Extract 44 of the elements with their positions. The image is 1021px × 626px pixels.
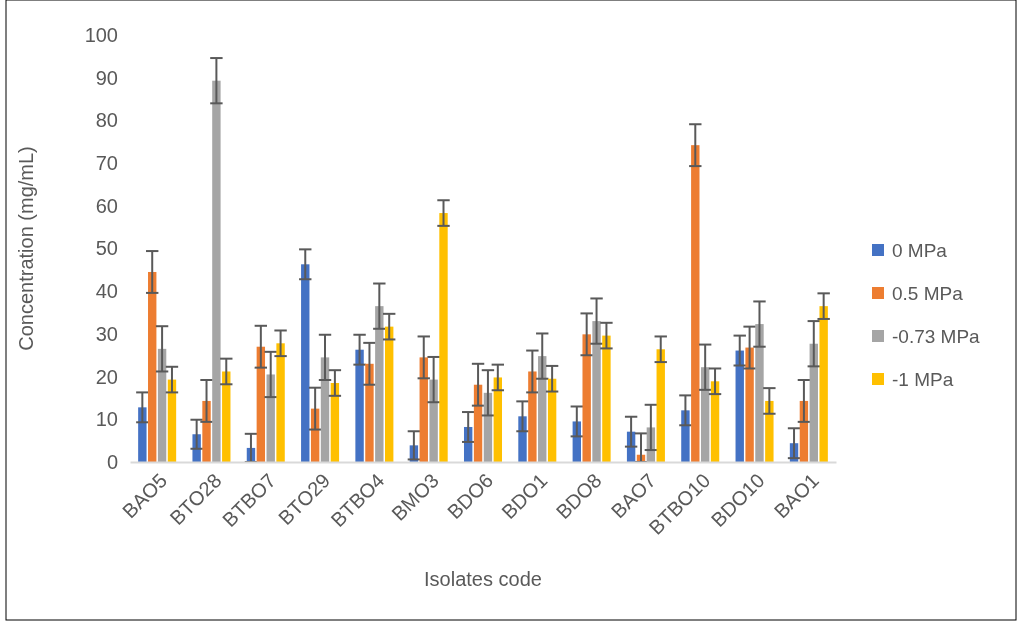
bar [222, 371, 231, 462]
bar [429, 379, 438, 462]
bar [276, 343, 285, 462]
bar [735, 350, 744, 462]
bar [710, 381, 720, 462]
legend-label: -1 MPa [892, 368, 954, 390]
bar [582, 334, 591, 462]
bar [202, 400, 211, 462]
bar [592, 321, 601, 462]
y-tick-label: 80 [95, 109, 118, 132]
y-tick-label: 40 [95, 280, 118, 303]
y-tick-label: 50 [95, 237, 118, 260]
bar [765, 400, 774, 462]
bar [212, 80, 221, 462]
bar [755, 324, 764, 462]
bar [355, 349, 364, 462]
y-tick-label: 60 [95, 194, 118, 217]
bar [365, 363, 374, 462]
y-tick-label: 0 [106, 450, 118, 473]
bar [819, 306, 828, 462]
bar [602, 335, 611, 462]
bar [148, 271, 157, 462]
bar [681, 410, 690, 462]
y-tick-label: 10 [95, 408, 118, 431]
y-tick-label: 100 [84, 23, 118, 46]
bar [656, 349, 665, 462]
legend-label: 0 MPa [892, 239, 948, 261]
y-tick-label: 20 [95, 365, 118, 388]
bar [301, 264, 310, 462]
bar [138, 407, 147, 462]
legend-label: 0.5 MPa [892, 282, 964, 304]
y-tick-label: 90 [95, 66, 118, 89]
bar [528, 371, 537, 462]
x-axis-title: Isolates code [424, 568, 542, 590]
y-tick-label: 30 [95, 322, 118, 345]
y-tick-label: 70 [95, 152, 118, 174]
y-axis-title: Concentration (mg/mL) [15, 146, 37, 351]
bar [745, 347, 754, 462]
bar [385, 326, 394, 462]
bar [691, 145, 700, 462]
bar [375, 306, 384, 462]
legend-label: -0.73 MPa [892, 325, 981, 347]
bar [493, 377, 503, 462]
bar [439, 213, 448, 462]
